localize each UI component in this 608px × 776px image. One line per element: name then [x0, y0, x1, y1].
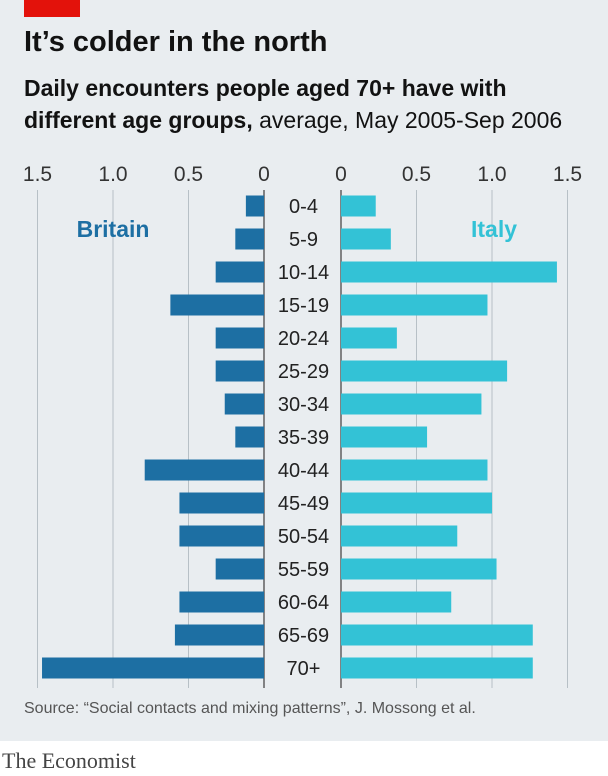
- category-label: 25-29: [278, 361, 329, 383]
- bar-britain-25-29: [215, 360, 264, 382]
- bar-italy-35-39: [341, 426, 428, 448]
- brand-red-bar: [24, 0, 80, 17]
- bar-italy-30-34: [341, 393, 482, 415]
- category-label: 45-49: [278, 493, 329, 515]
- bar-italy-20-24: [341, 327, 397, 349]
- bar-britain-15-19: [170, 294, 264, 316]
- right-tick-label: 0: [335, 163, 347, 186]
- bar-italy-10-14: [341, 261, 557, 283]
- bar-britain-0-4: [245, 195, 264, 217]
- left-tick-label: 0.5: [174, 163, 203, 186]
- left-tick-label: 0: [258, 163, 270, 186]
- chart-title: It’s colder in the north: [24, 26, 328, 58]
- chart-card: It’s colder in the north Daily encounter…: [0, 0, 608, 741]
- category-label: 15-19: [278, 295, 329, 317]
- category-label: 60-64: [278, 592, 329, 614]
- bar-italy-45-49: [341, 492, 492, 514]
- source-note: Source: “Social contacts and mixing patt…: [24, 700, 476, 717]
- category-label: 55-59: [278, 559, 329, 581]
- bar-italy-40-44: [341, 459, 488, 481]
- category-label: 65-69: [278, 625, 329, 647]
- category-label: 70+: [287, 658, 321, 680]
- category-label: 20-24: [278, 328, 329, 350]
- left-tick-label: 1.0: [98, 163, 127, 186]
- bar-italy-50-54: [341, 525, 458, 547]
- bar-britain-20-24: [215, 327, 264, 349]
- category-label: 40-44: [278, 460, 329, 482]
- bar-britain-45-49: [179, 492, 264, 514]
- bar-britain-55-59: [215, 558, 264, 580]
- category-label: 5-9: [289, 229, 318, 251]
- category-label: 30-34: [278, 394, 329, 416]
- series-label-britain: Britain: [77, 216, 150, 242]
- chart-subtitle: Daily encounters people aged 70+ have wi…: [24, 72, 594, 136]
- series-label-italy: Italy: [471, 216, 517, 242]
- bar-britain-70+: [42, 657, 264, 679]
- bar-italy-0-4: [341, 195, 376, 217]
- subtitle-bold: Daily encounters people aged 70+ have wi…: [24, 75, 507, 133]
- left-tick-label: 1.5: [23, 163, 52, 186]
- bar-britain-35-39: [235, 426, 264, 448]
- bar-italy-5-9: [341, 228, 391, 250]
- bar-italy-55-59: [341, 558, 497, 580]
- category-label: 35-39: [278, 427, 329, 449]
- bar-italy-60-64: [341, 591, 452, 613]
- bar-italy-15-19: [341, 294, 488, 316]
- subtitle-rest: average, May 2005-Sep 2006: [252, 107, 563, 133]
- bar-britain-65-69: [174, 624, 264, 646]
- right-tick-label: 1.0: [477, 163, 506, 186]
- bar-britain-50-54: [179, 525, 264, 547]
- bar-britain-10-14: [215, 261, 264, 283]
- bar-britain-40-44: [144, 459, 264, 481]
- right-tick-label: 0.5: [402, 163, 431, 186]
- bar-italy-25-29: [341, 360, 508, 382]
- butterfly-bar-chart: 1.5 1.0 0.5 0 0 0.5 1.0 1.5 0-4 5-9 10-14 15-19 20-2…: [23, 163, 582, 688]
- bar-italy-65-69: [341, 624, 533, 646]
- economist-logo: The Economist: [2, 748, 136, 773]
- category-label: 50-54: [278, 526, 329, 548]
- bar-britain-60-64: [179, 591, 264, 613]
- bar-britain-5-9: [235, 228, 264, 250]
- bar-italy-70+: [341, 657, 533, 679]
- bar-britain-30-34: [224, 393, 264, 415]
- right-tick-label: 1.5: [553, 163, 582, 186]
- category-label: 10-14: [278, 262, 329, 284]
- category-label: 0-4: [289, 196, 318, 218]
